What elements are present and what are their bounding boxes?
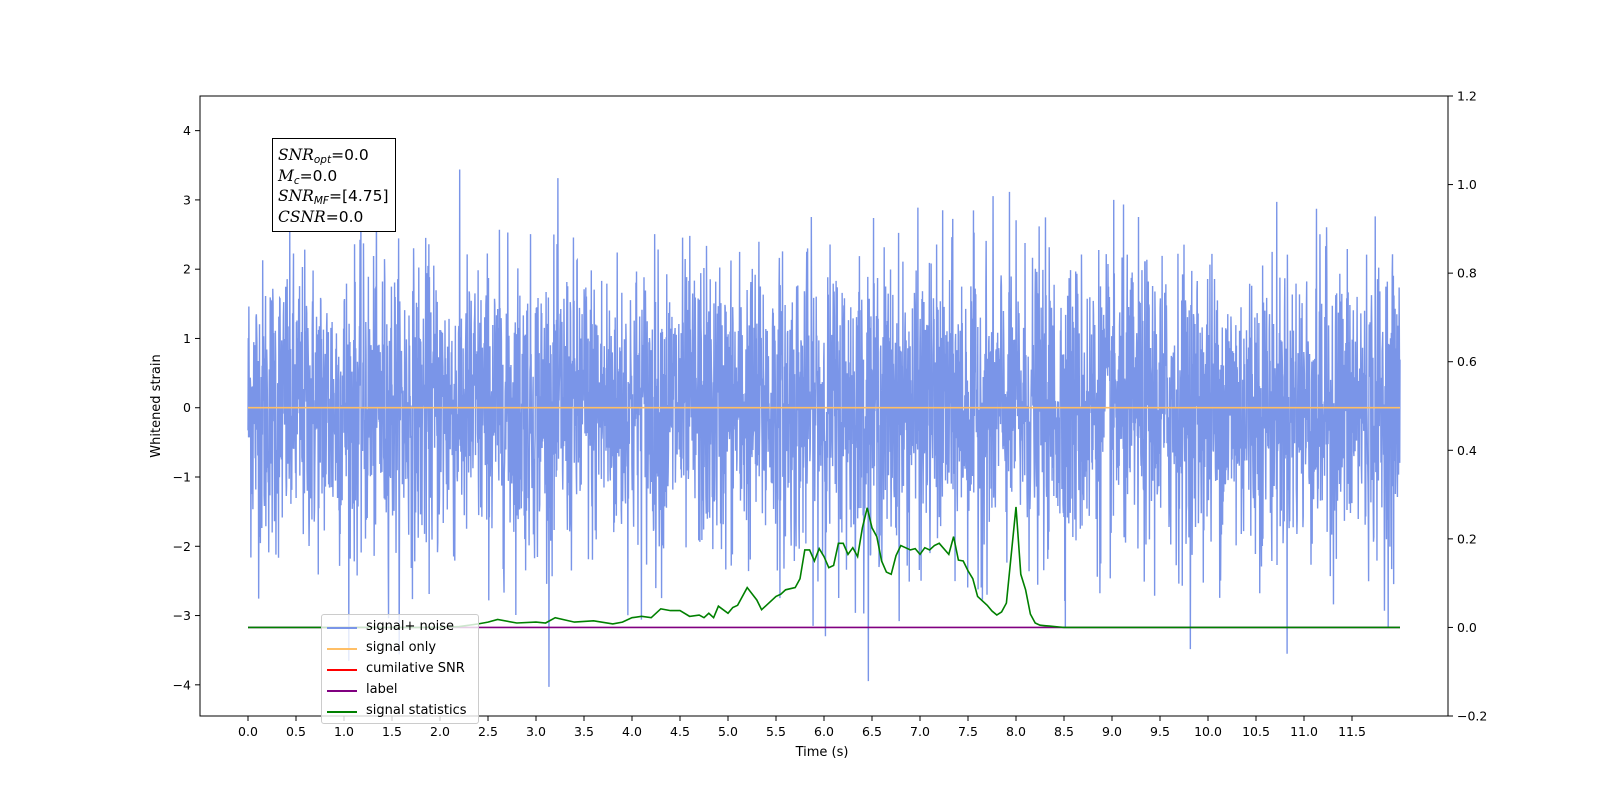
y-left-tick-label: 2: [183, 262, 191, 277]
x-tick-label: 5.5: [766, 724, 786, 739]
x-tick-label: 0.5: [286, 724, 306, 739]
legend-item-signal-noise: signal+ noise: [322, 617, 478, 638]
legend-item-signal-statistics: signal statistics: [322, 701, 478, 722]
x-tick-label: 2.5: [478, 724, 498, 739]
x-tick-label: 10.5: [1242, 724, 1270, 739]
chirp-mass-value: =0.0: [299, 166, 338, 185]
y-axis-left: −4 −3 −2 −1 0 1 2 3 4: [173, 123, 200, 692]
x-tick-label: 11.5: [1338, 724, 1366, 739]
x-tick-label: 3.0: [526, 724, 546, 739]
x-tick-label: 11.0: [1290, 724, 1318, 739]
legend-label-signal-statistics: signal statistics: [366, 703, 467, 718]
legend-swatch-cumulative-snr: [327, 669, 357, 671]
y-left-tick-label: 4: [183, 123, 191, 138]
y-right-tick-label: 0.8: [1457, 266, 1477, 281]
snr-opt-value: =0.0: [331, 146, 369, 164]
y-left-tick-label: −2: [173, 539, 191, 554]
y-left-tick-label: −4: [173, 677, 191, 692]
series-signal-statistics-line: [248, 506, 1400, 629]
y-left-tick-label: 1: [183, 331, 191, 346]
y-right-tick-label: 0.4: [1457, 443, 1477, 458]
legend-swatch-label: [327, 690, 357, 692]
y-left-tick-label: −1: [173, 470, 191, 485]
x-tick-label: 1.0: [334, 724, 354, 739]
legend-item-label: label: [322, 680, 478, 701]
legend-swatch-signal-statistics: [327, 711, 357, 713]
noise-series: [247, 169, 1401, 687]
csnr-line: CSNR=0.0: [278, 207, 364, 226]
x-tick-label: 5.0: [718, 724, 738, 739]
y-axis-label: Whitened strain: [149, 354, 164, 457]
x-tick-label: 9.5: [1150, 724, 1170, 739]
chirp-mass-line: Mc=0.0: [278, 166, 338, 187]
legend-label-cumulative-snr: cumilative SNR: [366, 661, 465, 676]
x-tick-label: 6.5: [862, 724, 882, 739]
x-tick-label: 2.0: [430, 724, 450, 739]
legend-swatch-signal-noise: [327, 627, 357, 629]
legend-label-signal-only: signal only: [366, 640, 437, 655]
x-axis-label: Time (s): [795, 745, 849, 760]
series-signal-noise-line: [247, 169, 1401, 687]
legend-swatch-signal-only: [327, 648, 357, 650]
x-axis: 0.0 0.5 1.0 1.5 2.0 2.5 3.0 3.5 4.0 4.5 5.0 5.5 6.0 6…: [238, 716, 1366, 739]
y-left-tick-label: −3: [173, 608, 191, 623]
y-left-tick-label: 3: [183, 192, 191, 207]
x-tick-label: 7.5: [958, 724, 978, 739]
y-right-tick-label: 1.2: [1457, 89, 1477, 104]
legend-item-signal-only: signal only: [322, 638, 478, 659]
y-right-tick-label: 0.2: [1457, 531, 1477, 546]
y-right-tick-label: 0.6: [1457, 354, 1477, 369]
x-tick-label: 4.0: [622, 724, 642, 739]
x-tick-label: 0.0: [238, 724, 258, 739]
x-tick-label: 6.0: [814, 724, 834, 739]
x-tick-label: 9.0: [1102, 724, 1122, 739]
x-tick-label: 7.0: [910, 724, 930, 739]
x-tick-label: 8.0: [1006, 724, 1026, 739]
y-right-tick-label: 1.0: [1457, 177, 1477, 192]
csnr-value: =0.0: [325, 207, 364, 226]
x-tick-label: 1.5: [382, 724, 402, 739]
x-tick-label: 8.5: [1054, 724, 1074, 739]
snr-opt-line: SNRopt=0.0: [278, 146, 369, 166]
snr-mf-line: SNRMF=[4.75]: [278, 187, 389, 207]
stats-annotation-box: SNRopt=0.0 Mc=0.0 SNRMF=[4.75] CSNR=0.0: [272, 138, 396, 232]
legend-item-cumulative-snr: cumilative SNR: [322, 659, 478, 680]
x-tick-label: 4.5: [670, 724, 690, 739]
x-tick-label: 10.0: [1194, 724, 1222, 739]
y-right-tick-label: 0.0: [1457, 620, 1477, 635]
y-left-tick-label: 0: [183, 400, 191, 415]
legend-label-signal-noise: signal+ noise: [366, 619, 455, 634]
snr-mf-value: =[4.75]: [328, 187, 389, 205]
legend-label-label: label: [366, 682, 398, 697]
x-tick-label: 3.5: [574, 724, 594, 739]
y-right-tick-label: −0.2: [1457, 709, 1487, 724]
y-axis-right: −0.2 0.0 0.2 0.4 0.6 0.8 1.0 1.2: [1448, 89, 1487, 724]
legend: signal+ noise signal only cumilative SNR…: [321, 614, 479, 724]
